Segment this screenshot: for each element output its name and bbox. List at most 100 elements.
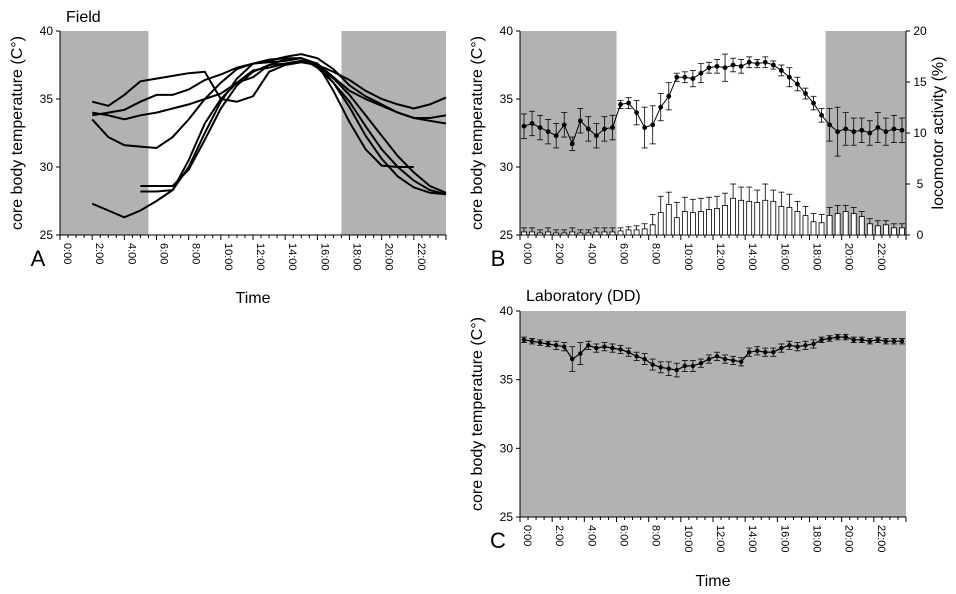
temperature-point	[763, 350, 768, 355]
y-tick-label: 30	[500, 160, 514, 174]
activity-bar	[722, 205, 728, 236]
temperature-point	[762, 59, 768, 65]
x-tick-label: 14:00	[746, 243, 758, 271]
temperature-point	[754, 61, 760, 67]
x-tick-label: 10:00	[682, 243, 694, 271]
activity-bar	[545, 231, 552, 236]
temperature-point	[851, 337, 856, 343]
temperature-point	[577, 118, 583, 124]
temperature-point	[714, 354, 720, 359]
temperature-point	[562, 344, 567, 349]
activity-bar	[617, 230, 624, 236]
x-tick-label: 12:00	[254, 243, 266, 271]
panel-title: Field	[66, 9, 101, 26]
activity-bar	[818, 222, 825, 236]
temperature-point	[875, 337, 881, 343]
x-tick-label: 10:00	[682, 525, 694, 553]
activity-bar	[874, 225, 881, 236]
activity-bar	[850, 213, 857, 236]
temperature-point	[778, 68, 784, 73]
temperature-point	[682, 74, 688, 80]
temperature-point	[738, 359, 744, 365]
x-tick-label: 20:00	[843, 525, 855, 553]
activity-bar	[690, 212, 696, 236]
temperature-point	[827, 122, 833, 128]
y-right-tick-label: 5	[917, 177, 924, 191]
activity-bar	[858, 216, 865, 236]
y-tick-label: 25	[500, 228, 514, 242]
temperature-point	[811, 341, 816, 347]
individual-series-line	[91, 61, 447, 110]
temperature-point	[602, 344, 607, 349]
temperature-point	[593, 133, 599, 139]
temperature-point	[803, 91, 808, 96]
panel-c-laboratory: 25 30 35 40 0:00 2:00 4:00 6:00 8:00 10:00 12:00 14…	[469, 288, 907, 590]
x-tick-label: 12:00	[714, 243, 726, 271]
temperature-point	[738, 63, 744, 69]
activity-bar	[842, 211, 849, 236]
temperature-point	[545, 341, 551, 347]
panel-title: Laboratory (DD)	[526, 288, 641, 305]
x-tick-label: 18:00	[811, 525, 823, 553]
temperature-point	[819, 112, 824, 118]
y-right-tick-label: 10	[913, 126, 927, 140]
temperature-point	[835, 334, 840, 340]
activity-bar	[738, 199, 745, 236]
x-tick-label: 18:00	[351, 243, 363, 271]
temperature-point	[658, 104, 664, 110]
temperature-point	[891, 126, 897, 132]
x-tick-label: 22:00	[875, 525, 887, 553]
temperature-point	[529, 121, 535, 126]
x-axis-label: Time	[236, 290, 271, 307]
night-shading	[520, 31, 617, 235]
temperature-point	[658, 365, 663, 370]
x-tick-label: 8:00	[650, 525, 662, 546]
temperature-point	[537, 125, 543, 130]
temperature-point	[570, 356, 575, 362]
temperature-point	[714, 63, 720, 69]
x-tick-label: 0:00	[521, 243, 533, 264]
temperature-point	[674, 74, 680, 80]
x-tick-label: 12:00	[714, 525, 726, 553]
temperature-point	[899, 339, 905, 344]
x-tick-label: 4:00	[125, 243, 137, 264]
temperature-point	[698, 360, 704, 366]
panel-letter: A	[31, 246, 46, 271]
activity-bar	[883, 224, 889, 236]
temperature-point	[706, 356, 712, 362]
activity-bar	[730, 197, 736, 236]
panel-a-field: 25 30 35 40 0:00 2:00 4:00 6:00 8:00 10:00 12:00 14…	[9, 9, 447, 307]
activity-bar	[593, 231, 600, 236]
activity-bar	[601, 231, 608, 236]
temperature-point	[626, 100, 631, 106]
activity-bar	[786, 207, 793, 236]
activity-bar	[641, 228, 648, 236]
temperature-point	[634, 110, 640, 115]
y-tick-label: 25	[40, 228, 54, 242]
temperature-point	[586, 343, 591, 348]
night-shading	[520, 311, 906, 517]
temperature-point	[722, 65, 728, 71]
y-tick-label: 40	[500, 304, 514, 318]
temperature-point	[827, 336, 832, 341]
y-tick-label: 40	[500, 24, 514, 38]
temperature-point	[859, 127, 865, 133]
activity-bar	[569, 231, 576, 236]
temperature-point	[883, 339, 889, 344]
activity-bar	[633, 229, 640, 236]
temperature-point	[819, 337, 824, 343]
y-tick-label: 30	[500, 441, 514, 455]
activity-bar	[553, 232, 560, 236]
temperature-point	[618, 347, 623, 352]
temperature-point	[746, 350, 752, 355]
temperature-point	[706, 65, 712, 71]
night-shading	[341, 31, 446, 235]
y-right-tick-label: 20	[913, 24, 927, 38]
temperature-point	[859, 337, 864, 343]
temperature-point	[610, 125, 615, 130]
y-tick-label: 35	[500, 373, 514, 387]
individual-series-line	[91, 57, 447, 194]
temperature-point	[690, 363, 696, 369]
temperature-point	[843, 334, 848, 340]
